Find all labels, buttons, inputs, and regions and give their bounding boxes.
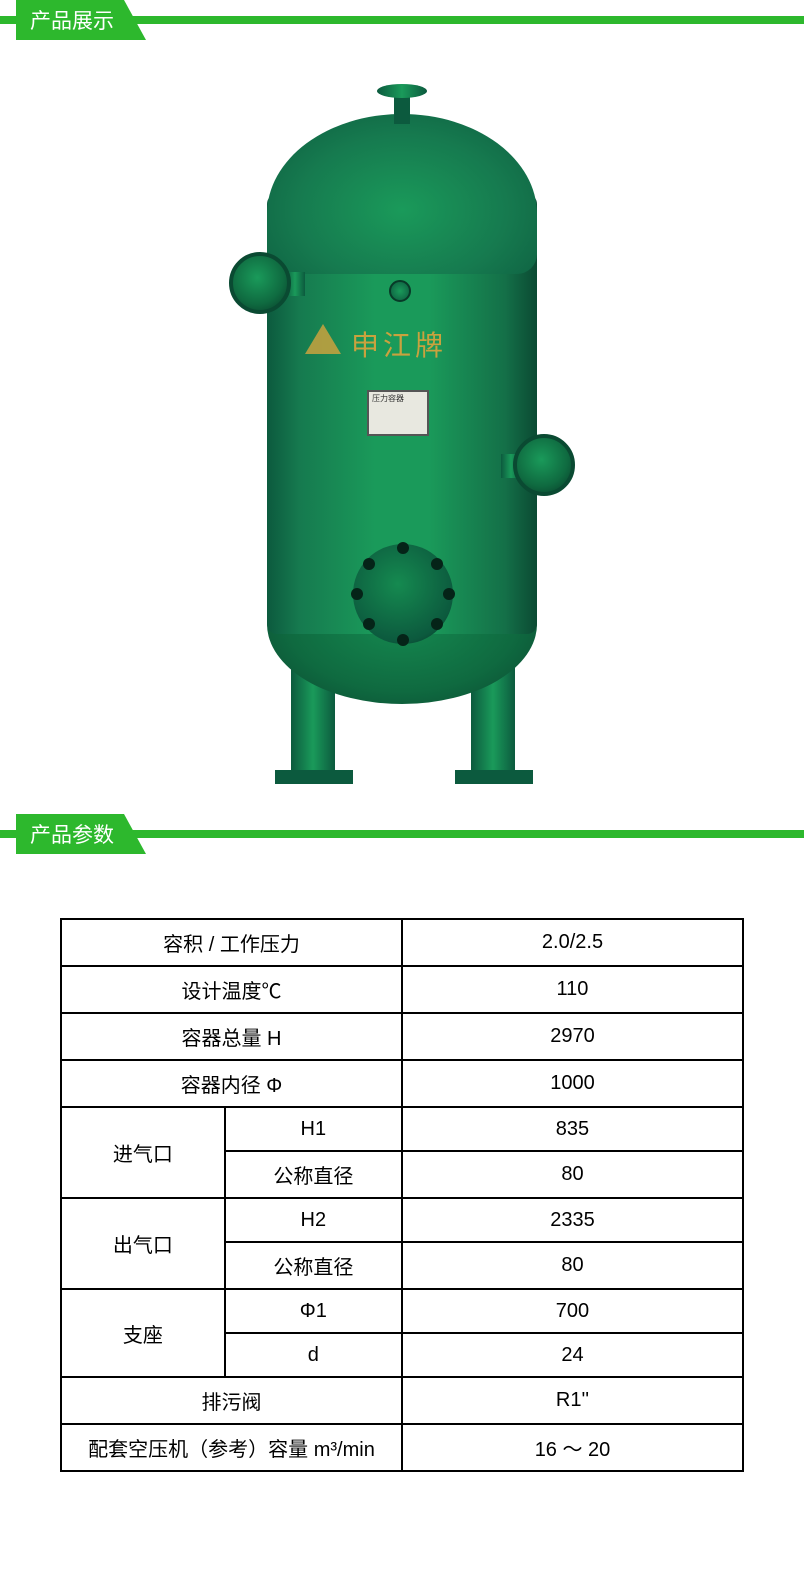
- table-row: 容积 / 工作压力 2.0/2.5: [61, 919, 743, 966]
- tank-dome-top: [267, 114, 537, 274]
- tank-foot: [455, 770, 533, 784]
- table-row: 容器内径 Φ 1000: [61, 1060, 743, 1107]
- section-header-display: 产品展示: [0, 0, 804, 40]
- spec-sub: 公称直径: [225, 1242, 402, 1289]
- table-row: 出气口 H2 2335: [61, 1198, 743, 1242]
- manhole: [353, 544, 453, 644]
- bolt-icon: [431, 558, 443, 570]
- table-row: 配套空压机（参考）容量 m³/min 16 ～ 20: [61, 1424, 743, 1471]
- spec-value: 2.0/2.5: [402, 919, 743, 966]
- spec-label: 容器内径 Φ: [61, 1060, 402, 1107]
- top-valve-cap: [377, 84, 427, 98]
- nameplate: 压力容器: [367, 390, 429, 436]
- spec-group: 进气口: [61, 1107, 225, 1198]
- spec-value: 835: [402, 1107, 743, 1151]
- brand-text: 申江牌: [351, 324, 447, 364]
- spec-sub: Φ1: [225, 1289, 402, 1333]
- tank-illustration: 申江牌 压力容器: [187, 74, 617, 784]
- bolt-icon: [443, 588, 455, 600]
- spec-value: 110: [402, 966, 743, 1013]
- spec-sub: d: [225, 1333, 402, 1377]
- brand-logo-icon: [305, 324, 341, 354]
- gauge-port: [389, 280, 411, 302]
- spec-label: 设计温度℃: [61, 966, 402, 1013]
- table-row: 设计温度℃ 110: [61, 966, 743, 1013]
- tank-foot: [275, 770, 353, 784]
- spec-label: 排污阀: [61, 1377, 402, 1424]
- table-row: 容器总量 H 2970: [61, 1013, 743, 1060]
- bolt-icon: [363, 618, 375, 630]
- bolt-icon: [363, 558, 375, 570]
- spec-value: R1'': [402, 1377, 743, 1424]
- spec-value: 16 ～ 20: [402, 1424, 743, 1471]
- table-row: 支座 Φ1 700: [61, 1289, 743, 1333]
- spec-table: 容积 / 工作压力 2.0/2.5 设计温度℃ 110 容器总量 H 2970 …: [60, 918, 744, 1472]
- spec-value: 700: [402, 1289, 743, 1333]
- spec-sub: H2: [225, 1198, 402, 1242]
- spec-sub: H1: [225, 1107, 402, 1151]
- spec-table-wrap: 容积 / 工作压力 2.0/2.5 设计温度℃ 110 容器总量 H 2970 …: [0, 858, 804, 1552]
- bolt-icon: [397, 542, 409, 554]
- spec-value: 24: [402, 1333, 743, 1377]
- spec-value: 2970: [402, 1013, 743, 1060]
- table-row: 排污阀 R1'': [61, 1377, 743, 1424]
- section-header-params: 产品参数: [0, 814, 804, 854]
- spec-label: 容积 / 工作压力: [61, 919, 402, 966]
- spec-label: 配套空压机（参考）容量 m³/min: [61, 1424, 402, 1471]
- bolt-icon: [431, 618, 443, 630]
- spec-value: 2335: [402, 1198, 743, 1242]
- bolt-icon: [351, 588, 363, 600]
- spec-label: 容器总量 H: [61, 1013, 402, 1060]
- spec-group: 支座: [61, 1289, 225, 1377]
- outlet-flange: [513, 434, 575, 496]
- header-label-display: 产品展示: [16, 0, 146, 40]
- table-row: 进气口 H1 835: [61, 1107, 743, 1151]
- spec-sub: 公称直径: [225, 1151, 402, 1198]
- spec-value: 80: [402, 1242, 743, 1289]
- inlet-flange: [229, 252, 291, 314]
- header-label-params: 产品参数: [16, 814, 146, 854]
- spec-value: 1000: [402, 1060, 743, 1107]
- bolt-icon: [397, 634, 409, 646]
- spec-value: 80: [402, 1151, 743, 1198]
- spec-group: 出气口: [61, 1198, 225, 1289]
- top-valve-stem: [394, 96, 410, 124]
- product-image: 申江牌 压力容器: [0, 44, 804, 814]
